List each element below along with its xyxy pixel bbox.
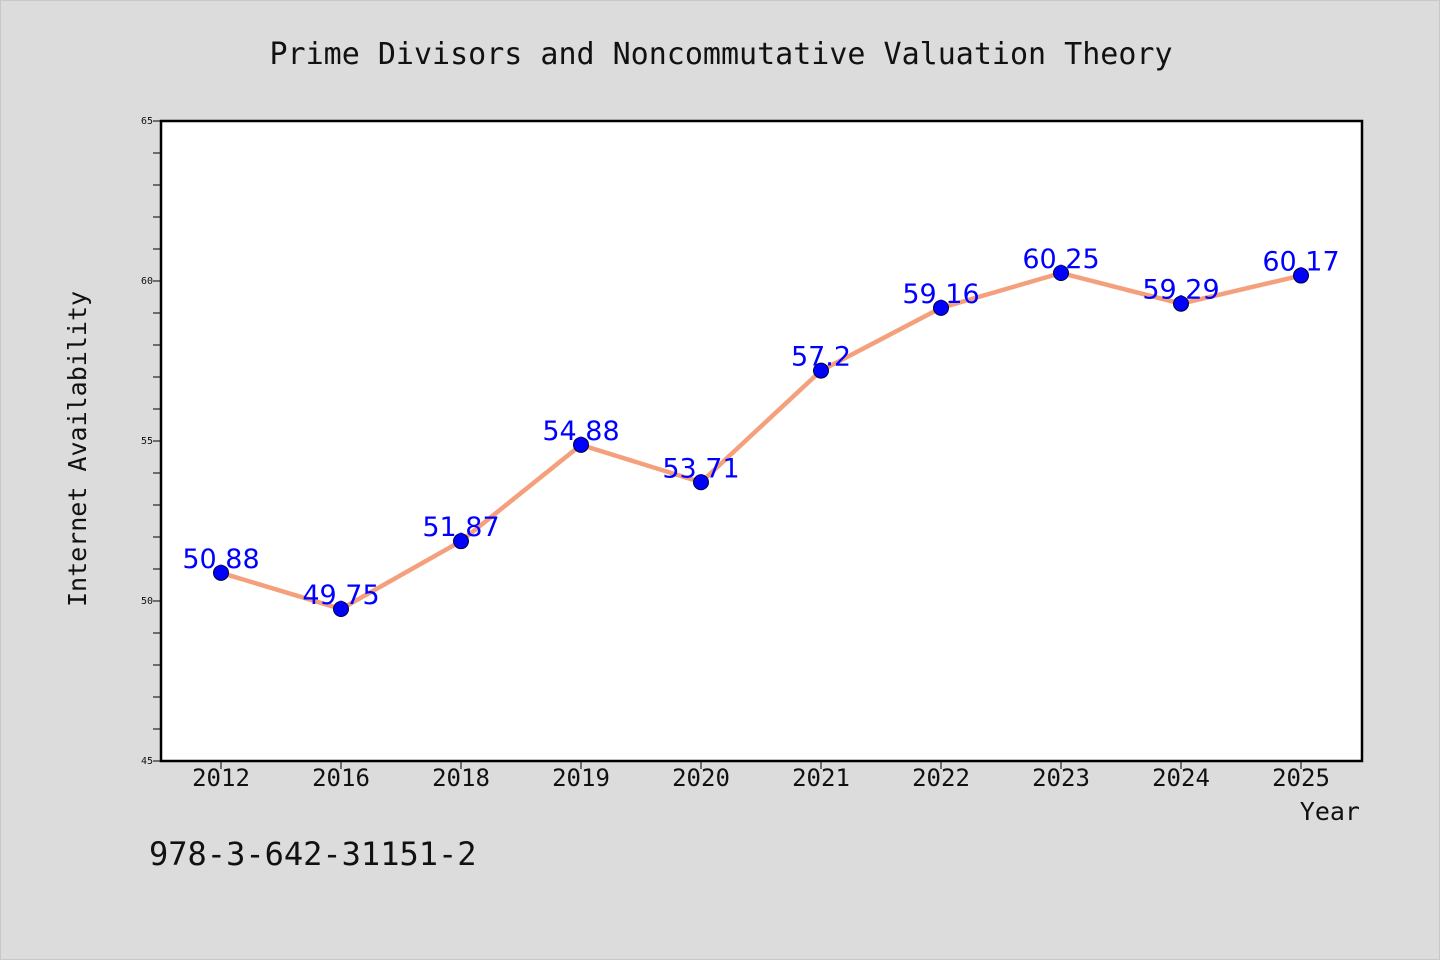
plot-frame [159,119,1364,763]
y-tick-label: 65 [141,116,153,127]
data-point [813,362,829,379]
data-label: 54.88 [542,416,619,447]
data-label: 59.29 [1142,275,1219,306]
y-axis-ticks: 45 50 55 60 65 [141,116,161,767]
data-label: 60.17 [1262,247,1339,278]
y-tick-label: 45 [141,756,153,767]
series-layer [213,265,1309,617]
x-tick-label: 2018 [432,764,490,792]
data-label: 51.87 [422,512,499,543]
data-point [1173,295,1189,312]
x-tick-label: 2024 [1152,764,1210,792]
data-point [453,533,469,550]
x-axis-label: Year [1300,797,1360,826]
x-tick-label: 2012 [192,764,250,792]
x-tick-label: 2025 [1272,764,1330,792]
data-label: 50.88 [182,544,259,575]
x-axis-ticks: 2012 2016 2018 2019 2020 2021 2022 2023 2024 2025 [192,761,1330,792]
series-line [218,270,1304,612]
x-tick-label: 2016 [312,764,370,792]
data-labels-layer: 50.88 49.75 51.87 54.88 53.71 57.2 59.16 60.25 5… [182,244,1339,611]
y-tick-label: 55 [141,436,153,447]
x-tick-label: 2019 [552,764,610,792]
chart-title: Prime Divisors and Noncommutative Valuat… [269,37,1172,72]
data-point [573,436,589,453]
data-label: 59.16 [902,279,979,310]
x-tick-label: 2020 [672,764,730,792]
x-tick-label: 2022 [912,764,970,792]
data-point [1053,265,1069,281]
x-tick-label: 2021 [792,764,850,792]
data-point [333,601,349,617]
x-tick-label: 2023 [1032,764,1090,792]
plot-area [161,121,1362,761]
isbn-text: 978-3-642-31151-2 [149,835,477,873]
data-label: 53.71 [662,453,739,484]
data-point [693,474,709,491]
data-label: 57.2 [791,342,851,373]
data-label: 49.75 [302,580,379,611]
data-label: 60.25 [1022,244,1099,275]
y-tick-label: 60 [141,276,153,287]
data-point [1293,267,1309,284]
data-point [213,564,229,581]
y-tick-label: 50 [141,596,153,607]
y-axis-label: Internet Availability [63,291,92,607]
data-point [933,299,949,316]
